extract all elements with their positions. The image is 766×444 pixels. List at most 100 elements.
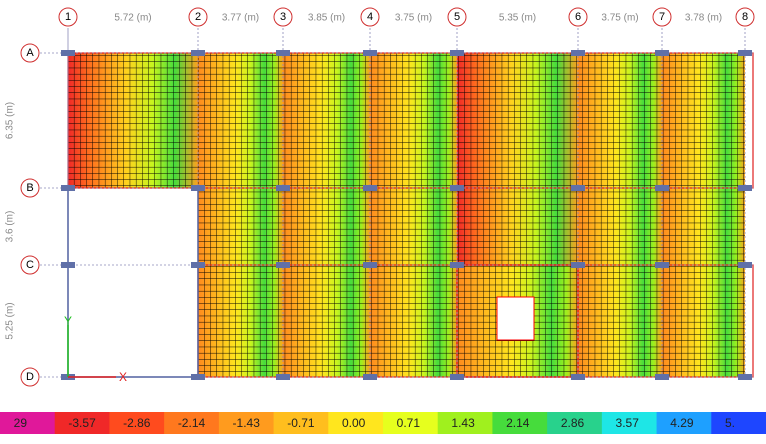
column bbox=[450, 185, 464, 191]
column bbox=[571, 50, 585, 56]
legend-label: -0.71 bbox=[287, 416, 315, 430]
legend-label: 0.71 bbox=[397, 416, 421, 430]
spacing-label: 5.72 (m) bbox=[114, 13, 151, 24]
legend-label: 4.29 bbox=[670, 416, 694, 430]
grid-bubble bbox=[20, 43, 40, 63]
column bbox=[655, 374, 669, 380]
mesh bbox=[370, 53, 457, 188]
mesh bbox=[68, 53, 198, 188]
legend-label: 2.86 bbox=[561, 416, 585, 430]
mesh bbox=[198, 188, 283, 265]
legend-label: 0.00 bbox=[342, 416, 366, 430]
legend-swatch bbox=[109, 412, 165, 434]
spacing-label: 3.6 (m) bbox=[5, 211, 16, 243]
legend-label: 2.14 bbox=[506, 416, 530, 430]
column bbox=[450, 262, 464, 268]
mesh bbox=[578, 53, 662, 188]
column bbox=[61, 262, 75, 268]
mesh bbox=[370, 265, 457, 377]
spacing-label: 5.35 (m) bbox=[499, 13, 536, 24]
grid-label: 6 bbox=[575, 11, 581, 23]
column bbox=[738, 262, 752, 268]
grid-bubble bbox=[568, 7, 588, 27]
grid-bubble bbox=[447, 7, 467, 27]
mesh bbox=[198, 265, 283, 377]
mesh bbox=[662, 53, 745, 188]
grid-bubble bbox=[20, 367, 40, 387]
column bbox=[363, 262, 377, 268]
grid-label: 8 bbox=[742, 11, 748, 23]
spacing-label: 5.25 (m) bbox=[5, 302, 16, 339]
mesh bbox=[283, 265, 370, 377]
legend-label: 1.43 bbox=[451, 416, 475, 430]
legend-label: 29 bbox=[14, 416, 28, 430]
column bbox=[363, 50, 377, 56]
legend-swatch bbox=[383, 412, 439, 434]
legend-swatch bbox=[54, 412, 110, 434]
legend-swatch bbox=[328, 412, 384, 434]
column bbox=[571, 262, 585, 268]
mesh bbox=[283, 188, 370, 265]
mesh bbox=[370, 188, 457, 265]
legend-label: 3.57 bbox=[616, 416, 640, 430]
column bbox=[363, 374, 377, 380]
legend-swatch bbox=[273, 412, 329, 434]
grid-bubble bbox=[652, 7, 672, 27]
legend-label: -2.14 bbox=[178, 416, 206, 430]
grid-label: 4 bbox=[367, 11, 373, 23]
mesh bbox=[662, 265, 745, 377]
grid-bubble bbox=[20, 255, 40, 275]
legend-label: -1.43 bbox=[233, 416, 261, 430]
legend-swatch bbox=[492, 412, 548, 434]
spacing-label: 6.35 (m) bbox=[5, 102, 16, 139]
legend-swatch bbox=[601, 412, 658, 434]
grid-label: D bbox=[26, 371, 34, 383]
grid-label: 7 bbox=[659, 11, 665, 23]
column bbox=[450, 50, 464, 56]
column bbox=[363, 185, 377, 191]
legend-label: 5. bbox=[725, 416, 735, 430]
column bbox=[738, 374, 752, 380]
grid-label: 1 bbox=[65, 11, 71, 23]
grid-bubble bbox=[273, 7, 293, 27]
column bbox=[450, 374, 464, 380]
spacing-label: 3.78 (m) bbox=[685, 13, 722, 24]
mesh bbox=[198, 53, 283, 188]
column bbox=[276, 374, 290, 380]
spacing-label: 3.75 (m) bbox=[395, 13, 432, 24]
grid-bubble bbox=[360, 7, 380, 27]
spacing-label: 3.75 (m) bbox=[601, 13, 638, 24]
grid-bubble bbox=[735, 7, 755, 27]
legend-label: -3.57 bbox=[68, 416, 96, 430]
grid-label: 3 bbox=[280, 11, 286, 23]
column bbox=[655, 185, 669, 191]
mesh bbox=[578, 265, 662, 377]
column bbox=[276, 185, 290, 191]
column bbox=[191, 374, 205, 380]
mesh bbox=[283, 53, 370, 188]
grid-label: B bbox=[26, 182, 33, 194]
column bbox=[61, 185, 75, 191]
opening bbox=[496, 296, 535, 341]
column bbox=[655, 262, 669, 268]
column bbox=[738, 50, 752, 56]
legend-swatch bbox=[656, 412, 712, 434]
grid-label: 2 bbox=[195, 11, 201, 23]
legend-swatch bbox=[0, 412, 56, 434]
legend-swatch bbox=[437, 412, 493, 434]
column bbox=[571, 185, 585, 191]
axis-label: X bbox=[119, 370, 127, 384]
grid-bubble bbox=[20, 178, 40, 198]
column bbox=[276, 50, 290, 56]
mesh bbox=[457, 188, 578, 265]
grid-label: C bbox=[26, 259, 34, 271]
spacing-label: 3.85 (m) bbox=[308, 13, 345, 24]
grid-bubble bbox=[188, 7, 208, 27]
mesh bbox=[578, 188, 662, 265]
column bbox=[191, 262, 205, 268]
legend-label: -2.86 bbox=[123, 416, 151, 430]
spacing-label: 3.77 (m) bbox=[222, 13, 259, 24]
column bbox=[738, 185, 752, 191]
legend-swatch bbox=[711, 412, 766, 434]
